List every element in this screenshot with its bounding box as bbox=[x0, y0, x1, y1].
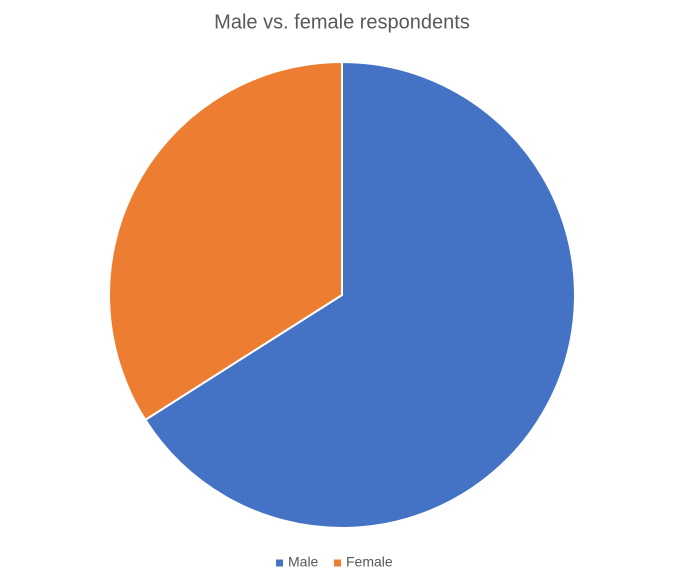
pie-slice bbox=[108, 60, 343, 422]
legend-swatch bbox=[276, 559, 283, 567]
chart-title: Male vs. female respondents bbox=[214, 11, 470, 33]
legend-swatch bbox=[334, 559, 341, 567]
pie-slice bbox=[143, 60, 576, 529]
legend-label: Female bbox=[346, 554, 393, 570]
legend-label: Male bbox=[288, 554, 319, 570]
